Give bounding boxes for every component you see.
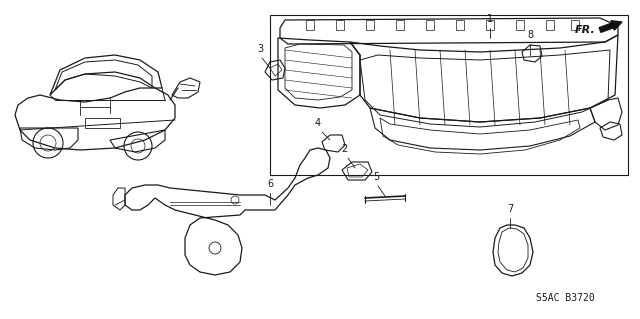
Text: 4: 4 <box>315 118 321 128</box>
Bar <box>270 15 628 175</box>
Text: S5AC B3720: S5AC B3720 <box>536 293 595 303</box>
FancyArrow shape <box>599 21 622 32</box>
Text: 7: 7 <box>507 204 513 214</box>
Text: FR.: FR. <box>575 25 596 35</box>
Text: 6: 6 <box>267 179 273 189</box>
Text: 1: 1 <box>487 14 493 24</box>
Text: 3: 3 <box>257 44 263 54</box>
Text: 2: 2 <box>341 144 347 154</box>
Text: 8: 8 <box>527 30 533 40</box>
Text: 5: 5 <box>373 172 379 182</box>
